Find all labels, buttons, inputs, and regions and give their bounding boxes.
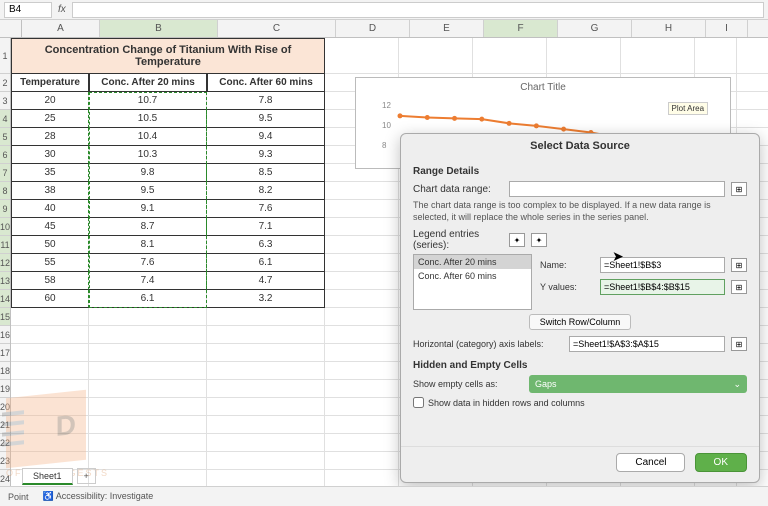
table-row: 3010.39.3 — [11, 146, 325, 164]
svg-text:10: 10 — [382, 121, 391, 130]
label-chart-range: Chart data range: — [413, 184, 503, 195]
table-title: Concentration Change of Titanium With Ri… — [11, 38, 325, 74]
col-header-a[interactable]: A — [22, 20, 100, 37]
row-header[interactable]: 7 — [0, 164, 10, 182]
label-legend-entries: Legend entries (series): — [413, 229, 503, 251]
label-empty-cells: Show empty cells as: — [413, 379, 523, 389]
switch-row-column-button[interactable]: Switch Row/Column — [529, 314, 632, 330]
table-row: 557.66.1 — [11, 254, 325, 272]
row-header[interactable]: 16 — [0, 326, 10, 344]
row-header[interactable]: 10 — [0, 218, 10, 236]
table-row: 606.13.2 — [11, 290, 325, 308]
th-conc60: Conc. After 60 mins — [207, 74, 325, 92]
label-yvalues: Y values: — [540, 282, 594, 292]
row-header[interactable]: 4 — [0, 110, 10, 128]
chart-title[interactable]: Chart Title — [356, 78, 730, 93]
row-header[interactable]: 18 — [0, 362, 10, 380]
checkbox-show-hidden[interactable]: Show data in hidden rows and columns — [413, 397, 747, 408]
select-all-corner[interactable] — [0, 20, 22, 37]
input-chart-range[interactable] — [509, 181, 725, 197]
th-temperature: Temperature — [11, 74, 89, 92]
row-header[interactable]: 8 — [0, 182, 10, 200]
dialog-title: Select Data Source — [401, 134, 759, 158]
row-header[interactable]: 6 — [0, 146, 10, 164]
select-data-dialog: Select Data Source Range Details Chart d… — [400, 133, 760, 483]
data-table: Concentration Change of Titanium With Ri… — [11, 38, 325, 308]
col-header-g[interactable]: G — [558, 20, 632, 37]
th-conc20: Conc. After 20 mins — [89, 74, 207, 92]
series-up-button[interactable]: ✦ — [509, 233, 525, 247]
table-row: 2510.59.5 — [11, 110, 325, 128]
row-header[interactable]: 9 — [0, 200, 10, 218]
column-headers: A B C D E F G H I — [0, 20, 768, 38]
series-item[interactable]: Conc. After 60 mins — [414, 269, 531, 283]
row-header[interactable]: 15 — [0, 308, 10, 326]
row-header[interactable]: 12 — [0, 254, 10, 272]
sheet-tab[interactable]: Sheet1 — [22, 468, 73, 485]
row-header[interactable]: 13 — [0, 272, 10, 290]
table-row: 2810.49.4 — [11, 128, 325, 146]
table-row: 458.77.1 — [11, 218, 325, 236]
row-header[interactable]: 2 — [0, 74, 10, 92]
formula-input[interactable] — [72, 2, 764, 18]
input-series-name[interactable] — [600, 257, 725, 273]
table-row: 508.16.3 — [11, 236, 325, 254]
col-header-i[interactable]: I — [706, 20, 748, 37]
series-down-button[interactable]: ✦ — [531, 233, 547, 247]
input-y-values[interactable] — [600, 279, 725, 295]
status-mode: Point — [8, 492, 29, 502]
series-list[interactable]: Conc. After 20 mins Conc. After 60 mins — [413, 254, 532, 310]
label-haxis: Horizontal (category) axis labels: — [413, 339, 563, 349]
row-header[interactable]: 14 — [0, 290, 10, 308]
cancel-button[interactable]: Cancel — [616, 453, 685, 472]
fx-label: fx — [58, 4, 66, 15]
checkbox-show-hidden-input[interactable] — [413, 397, 424, 408]
ok-button[interactable]: OK — [695, 453, 747, 472]
col-header-f[interactable]: F — [484, 20, 558, 37]
section-range-details: Range Details — [413, 166, 747, 177]
section-hidden-empty: Hidden and Empty Cells — [413, 360, 747, 371]
name-box[interactable] — [4, 2, 52, 18]
col-header-c[interactable]: C — [218, 20, 336, 37]
checkbox-show-hidden-label: Show data in hidden rows and columns — [428, 398, 585, 408]
table-row: 389.58.2 — [11, 182, 325, 200]
col-header-e[interactable]: E — [410, 20, 484, 37]
yvals-picker-icon[interactable]: ⊞ — [731, 280, 747, 294]
status-bar: Point ♿ Accessibility: Investigate — [0, 486, 768, 506]
table-row: 2010.77.8 — [11, 92, 325, 110]
svg-text:12: 12 — [382, 101, 391, 110]
input-haxis-labels[interactable] — [569, 336, 725, 352]
series-item[interactable]: Conc. After 20 mins — [414, 255, 531, 269]
plot-area-tooltip: Plot Area — [668, 102, 708, 115]
table-header-row: Temperature Conc. After 20 mins Conc. Af… — [11, 74, 325, 92]
col-header-h[interactable]: H — [632, 20, 706, 37]
row-header[interactable]: 11 — [0, 236, 10, 254]
col-header-d[interactable]: D — [336, 20, 410, 37]
table-row: 359.88.5 — [11, 164, 325, 182]
dialog-footer: Cancel OK — [401, 446, 759, 482]
row-header[interactable]: 5 — [0, 128, 10, 146]
svg-text:8: 8 — [382, 141, 387, 150]
haxis-picker-icon[interactable]: ⊞ — [731, 337, 747, 351]
table-row: 587.44.7 — [11, 272, 325, 290]
add-sheet-button[interactable]: + — [77, 468, 96, 484]
formula-bar-row: fx — [0, 0, 768, 20]
sheet-tabs: Sheet1 + — [22, 466, 96, 486]
row-header[interactable]: 3 — [0, 92, 10, 110]
status-accessibility: ♿ Accessibility: Investigate — [43, 491, 154, 502]
row-header[interactable]: 17 — [0, 344, 10, 362]
row-header[interactable]: 1 — [0, 38, 10, 74]
range-picker-icon[interactable]: ⊞ — [731, 182, 747, 196]
range-help-text: The chart data range is too complex to b… — [413, 200, 747, 223]
label-name: Name: — [540, 260, 594, 270]
dropdown-empty-cells[interactable]: Gaps — [529, 375, 747, 393]
name-picker-icon[interactable]: ⊞ — [731, 258, 747, 272]
col-header-b[interactable]: B — [100, 20, 218, 37]
table-row: 409.17.6 — [11, 200, 325, 218]
